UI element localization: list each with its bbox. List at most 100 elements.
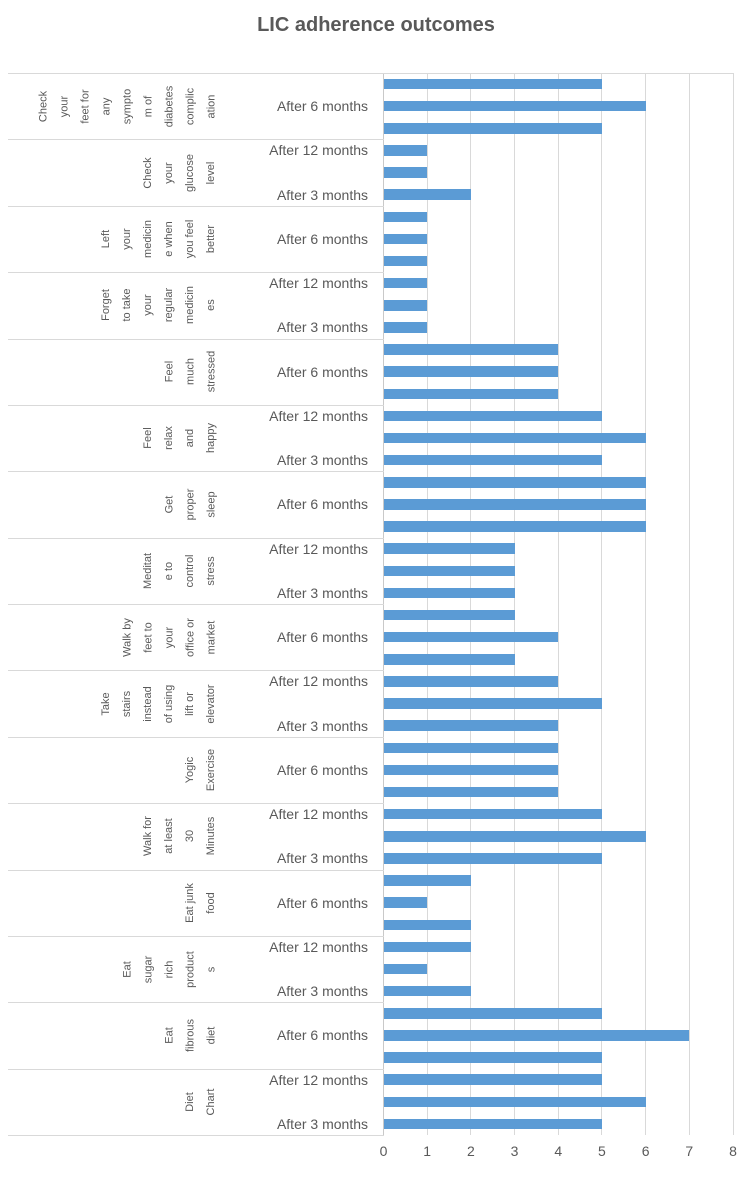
bar-after_3_months — [383, 720, 559, 731]
chart-row: Get proper sleep After 6 months — [0, 471, 752, 537]
bar-after_12_months — [383, 1074, 602, 1085]
time-axis-tick-label: After 3 months — [276, 584, 368, 601]
category-label: Walk by feet to your office or market — [121, 617, 217, 657]
bar-after_3_months — [383, 521, 646, 532]
chart-row: Eat junk food After 6 months — [0, 869, 752, 936]
x-axis-tick-label: 0 — [379, 1143, 388, 1159]
category-label: Eat sugar rich product s — [121, 950, 217, 988]
bar-after_6_months — [383, 764, 559, 776]
category-label: Take stairs instead of using lift or ele… — [100, 684, 217, 724]
chart-row: Forget to take your regular medicin es Af… — [0, 272, 752, 338]
category-label: Walk for at least 30 Minutes — [142, 816, 217, 857]
bar-after_12_months — [383, 808, 602, 820]
bar-after_6_months — [383, 897, 428, 908]
bar-after_6_months — [383, 631, 559, 643]
chart-row: Feel much stressed After 6 months — [0, 338, 752, 405]
time-axis-tick-label: After 3 months — [276, 319, 368, 336]
bar-after_12_months — [383, 145, 428, 156]
bar-after_6_months — [383, 565, 515, 577]
bar-after_12_months — [383, 1008, 602, 1019]
time-axis-tick-label: After 6 months — [276, 496, 368, 513]
x-axis-tick-label: 2 — [466, 1143, 475, 1159]
bar-after_12_months — [383, 609, 515, 621]
chart-row: Eat sugar rich product s After 12 months A… — [0, 935, 752, 1002]
category-separator-line — [8, 670, 384, 672]
category-label: Yogic Exercise — [184, 748, 217, 792]
gridline — [470, 73, 472, 1135]
category-separator-line — [8, 935, 384, 937]
time-axis-tick-label: After 3 months — [276, 186, 368, 203]
bar-after_12_months — [383, 941, 471, 953]
bar-after_12_months — [383, 676, 559, 687]
category-label: Eat junk food — [184, 882, 217, 923]
bar-after_6_months — [383, 300, 428, 311]
time-axis-tick-label: After 3 months — [276, 452, 368, 469]
category-separator-line — [8, 404, 384, 406]
bar-after_6_months — [383, 499, 646, 510]
chart-row: Walk by feet to your office or market Aft… — [0, 604, 752, 670]
bar-after_12_months — [383, 742, 559, 754]
chart-row: Check your feet for any sympto m of diab… — [0, 73, 752, 139]
bar-after_3_months — [383, 189, 471, 200]
category-separator-line — [8, 139, 384, 141]
category-separator-line — [8, 338, 384, 340]
time-axis-tick-label: After 12 months — [269, 407, 368, 424]
category-separator-line — [8, 537, 384, 539]
x-axis-tick-label: 8 — [729, 1143, 737, 1159]
time-axis-tick-label: After 12 months — [269, 673, 368, 690]
time-axis-tick-label: After 3 months — [276, 983, 368, 1000]
category-separator-line — [8, 205, 384, 207]
bar-after_3_months — [383, 985, 471, 997]
x-axis: 0 1 2 3 4 5 6 7 8 — [0, 1143, 752, 1163]
category-separator-line — [8, 604, 384, 605]
bar-after_6_months — [383, 698, 602, 709]
x-axis-tick-label: 5 — [598, 1143, 606, 1159]
bar-after_6_months — [383, 366, 559, 377]
bar-after_6_months — [383, 432, 646, 444]
bar-after_12_months — [383, 78, 602, 90]
time-axis-tick-label: After 6 months — [276, 761, 368, 778]
category-label: Forget to take your regular medicin es — [100, 286, 217, 325]
category-separator-line — [8, 736, 384, 738]
category-separator-line — [8, 272, 384, 274]
bar-after_12_months — [383, 277, 428, 289]
chart-row: Feel relax and happy After 12 months After… — [0, 404, 752, 471]
time-axis-tick-label: After 3 months — [276, 1115, 368, 1132]
time-axis-tick-label: After 12 months — [269, 142, 368, 159]
time-axis-tick-label: After 6 months — [276, 363, 368, 380]
bar-after_12_months — [383, 875, 471, 886]
bar-after_12_months — [383, 543, 515, 554]
chart-row: Yogic Exercise After 6 months — [0, 736, 752, 803]
chart-row: Walk for at least 30 Minutes After 12 mon… — [0, 803, 752, 869]
value-axis-line — [383, 73, 384, 1135]
category-label: Diet Chart — [184, 1088, 217, 1116]
gridline — [514, 73, 516, 1135]
gridline — [426, 73, 428, 1135]
bar-after_12_months — [383, 211, 428, 223]
category-label: Eat fibrous diet — [163, 1018, 217, 1052]
bar-after_6_months — [383, 831, 646, 842]
time-axis-tick-label: After 3 months — [276, 717, 368, 734]
category-label: Check your feet for any sympto m of diab… — [37, 85, 217, 127]
time-axis-tick-label: After 12 months — [269, 806, 368, 823]
time-axis-tick-label: After 6 months — [276, 894, 368, 911]
category-separator-line — [8, 1068, 384, 1070]
bar-after_3_months — [383, 853, 602, 864]
bar-after_6_months — [383, 963, 428, 975]
category-separator-line — [8, 1002, 384, 1004]
gridline — [732, 73, 734, 1135]
bar-after_6_months — [383, 1030, 690, 1041]
gridline — [601, 73, 603, 1135]
time-axis-tick-label: After 12 months — [269, 938, 368, 955]
category-label: Feel relax and happy — [142, 423, 217, 454]
time-axis-tick-label: After 6 months — [276, 629, 368, 646]
category-label: Left your medicin e when you feel better — [100, 219, 217, 259]
bar-after_3_months — [383, 654, 515, 665]
category-separator-line — [8, 869, 384, 871]
bar-after_12_months — [383, 344, 559, 355]
chart-title: LIC adherence outcomes — [257, 14, 495, 36]
chart-row: Meditat e to control stress After 12 mont… — [0, 537, 752, 604]
bar-after_3_months — [383, 786, 559, 798]
bar-after_6_months — [383, 1096, 646, 1108]
chart-row: Eat fibrous diet After 6 months — [0, 1002, 752, 1068]
